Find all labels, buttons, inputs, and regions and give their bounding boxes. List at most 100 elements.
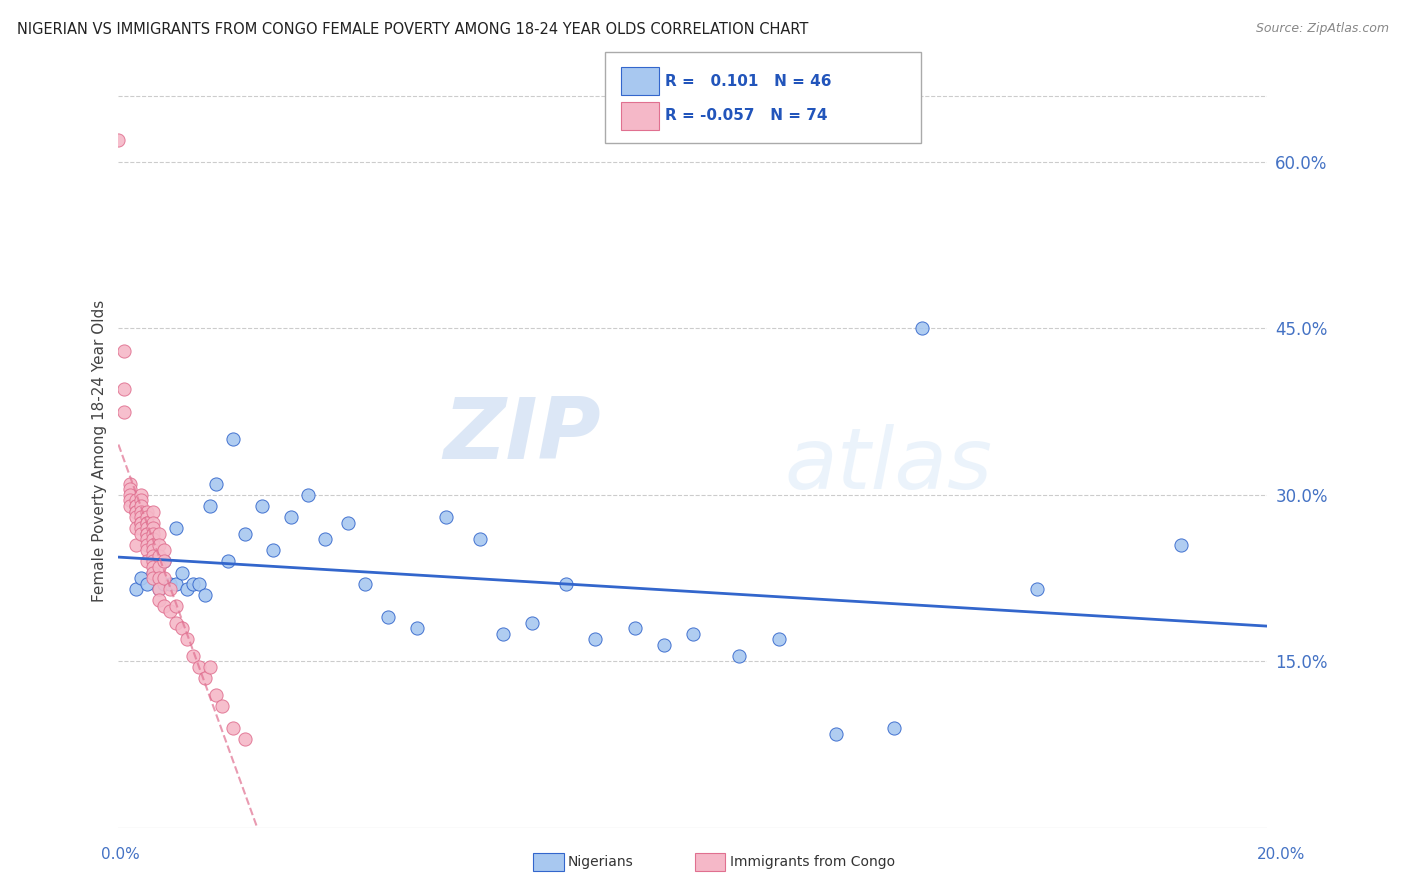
Point — [883, 721, 905, 735]
Point — [136, 516, 159, 530]
Point — [187, 660, 209, 674]
Point — [682, 626, 704, 640]
Point — [165, 615, 187, 630]
Point — [148, 549, 170, 563]
Point — [112, 343, 135, 358]
Point — [492, 626, 515, 640]
Point — [181, 648, 204, 663]
Point — [131, 521, 153, 535]
Point — [124, 493, 146, 508]
Point — [148, 582, 170, 597]
Point — [434, 510, 457, 524]
Point — [194, 671, 217, 685]
Point — [165, 521, 187, 535]
Point — [136, 538, 159, 552]
Point — [136, 533, 159, 547]
Point — [118, 499, 141, 513]
Point — [825, 726, 848, 740]
Point — [118, 488, 141, 502]
Point — [124, 504, 146, 518]
Point — [727, 648, 749, 663]
Point — [153, 543, 176, 558]
Point — [377, 610, 399, 624]
Point — [136, 543, 159, 558]
Text: ZIP: ZIP — [443, 394, 600, 477]
Point — [911, 321, 934, 335]
Point — [222, 433, 245, 447]
Point — [131, 516, 153, 530]
Point — [107, 132, 129, 146]
Point — [187, 576, 209, 591]
Point — [131, 526, 153, 541]
Point — [170, 621, 193, 635]
Point — [112, 383, 135, 397]
Point — [337, 516, 360, 530]
Point — [205, 476, 228, 491]
Point — [142, 566, 165, 580]
Point — [211, 698, 233, 713]
Point — [200, 499, 222, 513]
Point — [233, 732, 256, 747]
Point — [194, 588, 217, 602]
Point — [250, 499, 273, 513]
Point — [136, 526, 159, 541]
Point — [136, 576, 159, 591]
Text: Nigerians: Nigerians — [568, 855, 634, 869]
Point — [165, 599, 187, 613]
Point — [142, 526, 165, 541]
Point — [176, 632, 198, 647]
Point — [280, 510, 302, 524]
Text: Immigrants from Congo: Immigrants from Congo — [730, 855, 894, 869]
Point — [136, 526, 159, 541]
Point — [470, 533, 492, 547]
Point — [159, 582, 181, 597]
Point — [142, 571, 165, 585]
Point — [555, 576, 578, 591]
Point — [1170, 538, 1192, 552]
Point — [112, 404, 135, 418]
Point — [176, 582, 198, 597]
Point — [153, 599, 176, 613]
Point — [583, 632, 606, 647]
Point — [124, 582, 146, 597]
Point — [1026, 582, 1049, 597]
Text: 20.0%: 20.0% — [1257, 847, 1305, 862]
Point — [520, 615, 543, 630]
Point — [297, 488, 319, 502]
Point — [136, 516, 159, 530]
Point — [200, 660, 222, 674]
Point — [314, 533, 336, 547]
Y-axis label: Female Poverty Among 18-24 Year Olds: Female Poverty Among 18-24 Year Olds — [93, 300, 107, 601]
Point — [142, 554, 165, 568]
Point — [142, 504, 165, 518]
Point — [136, 521, 159, 535]
Point — [131, 493, 153, 508]
Point — [118, 483, 141, 497]
Point — [148, 582, 170, 597]
Point — [148, 571, 170, 585]
Point — [768, 632, 790, 647]
Point — [165, 576, 187, 591]
Point — [354, 576, 377, 591]
Point — [153, 576, 176, 591]
Point — [124, 521, 146, 535]
Point — [181, 576, 204, 591]
Point — [148, 526, 170, 541]
Text: 0.0%: 0.0% — [101, 847, 141, 862]
Point — [148, 560, 170, 574]
Point — [205, 688, 228, 702]
Point — [148, 593, 170, 607]
Text: R = -0.057   N = 74: R = -0.057 N = 74 — [665, 109, 828, 123]
Point — [124, 499, 146, 513]
Point — [159, 604, 181, 618]
Point — [136, 510, 159, 524]
Point — [233, 526, 256, 541]
Point — [124, 499, 146, 513]
Point — [148, 538, 170, 552]
Point — [142, 533, 165, 547]
Point — [142, 560, 165, 574]
Point — [222, 721, 245, 735]
Point — [136, 504, 159, 518]
Point — [159, 576, 181, 591]
Point — [142, 549, 165, 563]
